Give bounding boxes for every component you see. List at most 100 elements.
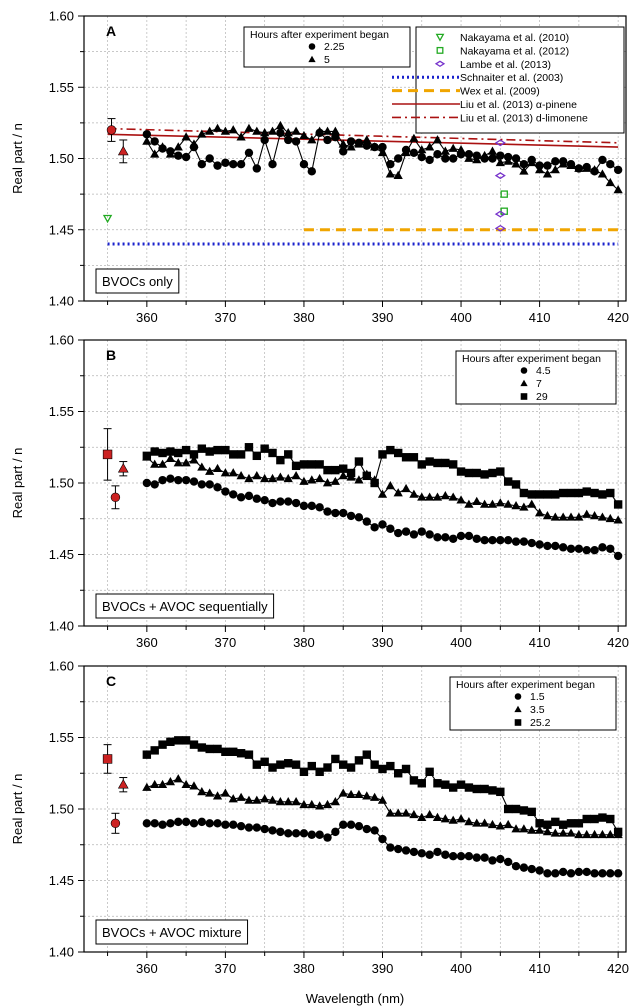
- data-point: [315, 767, 324, 777]
- legend-title: Hours after experiment began: [250, 29, 389, 41]
- data-point: [472, 468, 481, 478]
- data-point: [503, 499, 513, 508]
- data-point: [464, 817, 474, 826]
- data-point: [456, 467, 466, 476]
- data-point: [213, 819, 222, 828]
- data-point: [542, 511, 553, 520]
- reference-point: [106, 125, 117, 135]
- data-point: [213, 483, 222, 492]
- data-point: [448, 534, 458, 543]
- data-point: [409, 847, 419, 857]
- legend-label: 4.5: [536, 365, 551, 377]
- data-point: [503, 804, 513, 814]
- legend-label: Nakayama et al. (2012): [460, 45, 569, 57]
- data-point: [440, 814, 450, 823]
- data-point: [284, 497, 293, 506]
- data-point: [511, 804, 521, 814]
- y-tick-label: 1.55: [49, 730, 74, 745]
- data-point: [566, 512, 576, 521]
- data-point: [174, 736, 183, 745]
- data-point: [519, 502, 529, 511]
- data-point: [401, 483, 411, 493]
- data-point: [299, 460, 309, 469]
- data-point: [354, 756, 364, 765]
- data-point: [354, 789, 364, 799]
- data-series: [142, 474, 623, 561]
- data-point: [598, 490, 607, 499]
- data-point: [197, 787, 207, 796]
- chart-panel-c: 360 370 380 390 400 410 420 1.40 1.45 1.50 1.55 1.6…: [10, 659, 629, 1007]
- data-point: [409, 148, 419, 157]
- data-point: [377, 795, 388, 804]
- reference-point: [110, 492, 121, 502]
- data-point: [550, 165, 560, 174]
- data-point: [558, 159, 568, 168]
- data-point: [401, 147, 411, 157]
- data-point: [425, 457, 434, 466]
- data-point: [150, 480, 159, 489]
- data-point: [433, 847, 442, 857]
- data-point: [339, 464, 348, 473]
- data-point: [181, 736, 191, 745]
- data-point: [496, 536, 505, 545]
- data-point: [236, 792, 246, 801]
- y-tick-label: 1.60: [49, 9, 74, 24]
- data-point: [331, 465, 340, 475]
- legend-label: 25.2: [530, 717, 551, 729]
- literature-point: [494, 210, 506, 218]
- data-point: [543, 541, 552, 551]
- legend-marker: [514, 693, 522, 700]
- data-point: [197, 444, 207, 453]
- data-point: [284, 759, 293, 768]
- data-point: [181, 817, 191, 827]
- data-point: [394, 528, 403, 538]
- data-point: [370, 142, 380, 151]
- data-point: [189, 450, 199, 459]
- legend-box: [449, 676, 617, 731]
- data-point: [291, 760, 301, 769]
- data-point: [229, 450, 238, 459]
- data-point: [276, 760, 285, 769]
- data-point: [322, 126, 333, 135]
- data-point: [441, 154, 450, 163]
- data-point: [566, 160, 576, 169]
- data-point: [291, 137, 301, 146]
- x-tick-label: 420: [607, 961, 629, 976]
- x-tick-label: 360: [136, 310, 158, 325]
- data-point: [165, 777, 176, 786]
- data-point: [519, 160, 529, 169]
- data-point: [495, 821, 505, 830]
- data-point: [307, 501, 316, 511]
- data-series: [142, 736, 623, 837]
- data-point: [229, 747, 238, 756]
- data-point: [228, 468, 238, 477]
- y-tick-label: 1.40: [49, 945, 74, 960]
- data-point: [448, 143, 458, 152]
- data-point: [236, 821, 246, 831]
- data-point: [456, 851, 466, 861]
- data-point: [574, 819, 584, 828]
- data-point: [346, 820, 356, 829]
- data-point: [174, 151, 183, 160]
- x-tick-label: 410: [529, 635, 551, 650]
- legend-marker: [520, 393, 528, 400]
- x-tick-label: 360: [136, 635, 158, 650]
- data-point: [260, 757, 269, 767]
- data-point: [386, 524, 395, 533]
- condition-label-box: [95, 268, 180, 294]
- data-point: [236, 471, 246, 480]
- data-point: [181, 445, 191, 455]
- data-point: [322, 799, 333, 809]
- legend-label: Lambe et al. (2013): [460, 59, 551, 71]
- data-point: [150, 819, 159, 828]
- data-point: [519, 166, 529, 175]
- data-series: [142, 120, 623, 194]
- data-point: [472, 155, 482, 164]
- data-point: [613, 515, 623, 524]
- data-point: [315, 503, 324, 512]
- data-point: [307, 799, 317, 809]
- data-point: [574, 544, 584, 553]
- data-point: [323, 507, 332, 516]
- data-point: [511, 537, 521, 546]
- data-point: [260, 495, 269, 505]
